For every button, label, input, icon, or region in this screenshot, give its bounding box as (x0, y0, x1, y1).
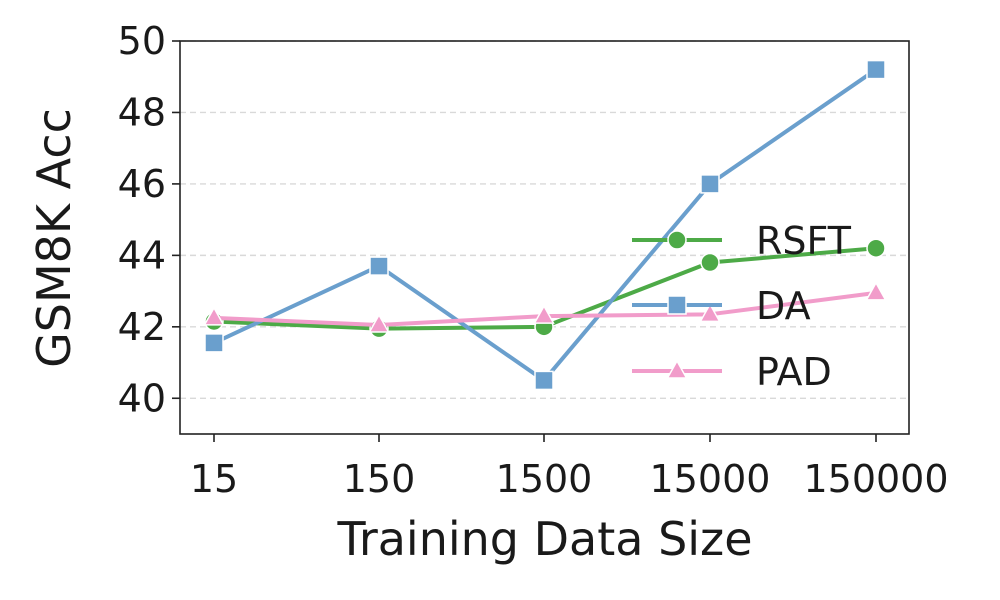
legend-item-da: DA (632, 284, 811, 328)
data-point-da (700, 174, 720, 194)
y-tick-label: 40 (118, 376, 166, 420)
y-tick-label: 44 (118, 233, 166, 277)
legend-item-rsft: RSFT (632, 219, 852, 263)
data-point-rsft (700, 252, 720, 273)
x-axis: 15 150 1500 15000 150000 (190, 434, 949, 501)
y-tick-label: 50 (118, 19, 166, 63)
legend-marker-da (667, 295, 687, 315)
data-point-da (204, 333, 224, 353)
x-tick-label: 15000 (650, 457, 771, 501)
y-tick-label: 46 (118, 162, 166, 206)
data-point-rsft (866, 238, 886, 258)
legend: RSFT DA PAD (632, 219, 852, 394)
data-point-da (369, 256, 389, 276)
y-axis-label: GSM8K Acc (27, 108, 81, 368)
series-da (204, 59, 886, 391)
y-tick-label: 48 (118, 90, 166, 134)
data-point-pad (533, 304, 555, 324)
x-tick-label: 1500 (496, 457, 593, 501)
data-point-pad (699, 302, 721, 323)
x-tick-label: 150000 (803, 457, 948, 501)
series-layer (203, 59, 887, 391)
legend-item-pad: PAD (632, 350, 832, 394)
data-point-da (534, 370, 554, 391)
x-tick-label: 15 (190, 457, 238, 501)
legend-marker-rsft (667, 230, 687, 250)
data-point-pad (203, 306, 225, 326)
y-tick-label: 42 (118, 305, 166, 349)
data-point-da (866, 59, 886, 80)
x-axis-label: Training Data Size (336, 512, 752, 566)
legend-marker-pad (666, 359, 688, 379)
y-axis: 40 42 44 46 48 50 (118, 19, 180, 420)
legend-label-pad: PAD (756, 350, 832, 394)
series-pad (203, 281, 887, 333)
data-point-pad (865, 281, 887, 301)
legend-label-rsft: RSFT (756, 219, 852, 263)
data-point-pad (368, 313, 390, 333)
legend-label-da: DA (756, 284, 811, 328)
x-tick-label: 150 (343, 457, 416, 501)
